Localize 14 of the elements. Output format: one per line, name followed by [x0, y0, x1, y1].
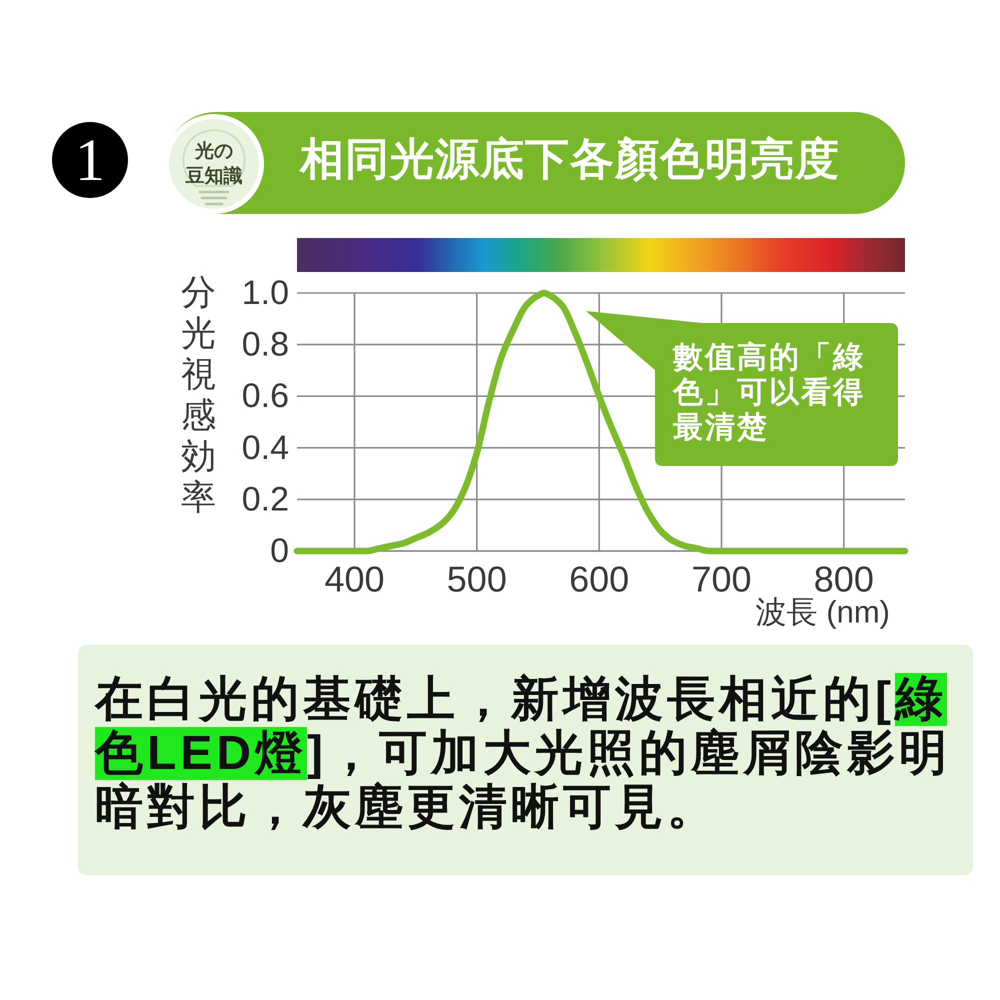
y-tick-label: 0	[270, 532, 289, 570]
x-tick-label: 500	[446, 558, 507, 600]
y-tick-label: 0.8	[242, 326, 289, 364]
y-tick-label: 0.2	[242, 480, 289, 518]
callout-text: 數值高的「綠色」可以看得最清楚	[673, 340, 866, 445]
title: 相同光源底下各顏色明亮度	[300, 134, 840, 186]
y-tick-label: 0.4	[242, 428, 289, 467]
x-tick-label: 600	[569, 558, 630, 600]
x-tick-label: 400	[324, 558, 385, 600]
x-tick-label: 700	[691, 558, 752, 600]
ylabel: 分光視感効率	[180, 272, 217, 518]
y-tick-label: 0.6	[242, 377, 289, 416]
y-tick-label: 1.0	[242, 274, 289, 312]
badge-number: 1	[52, 122, 128, 198]
